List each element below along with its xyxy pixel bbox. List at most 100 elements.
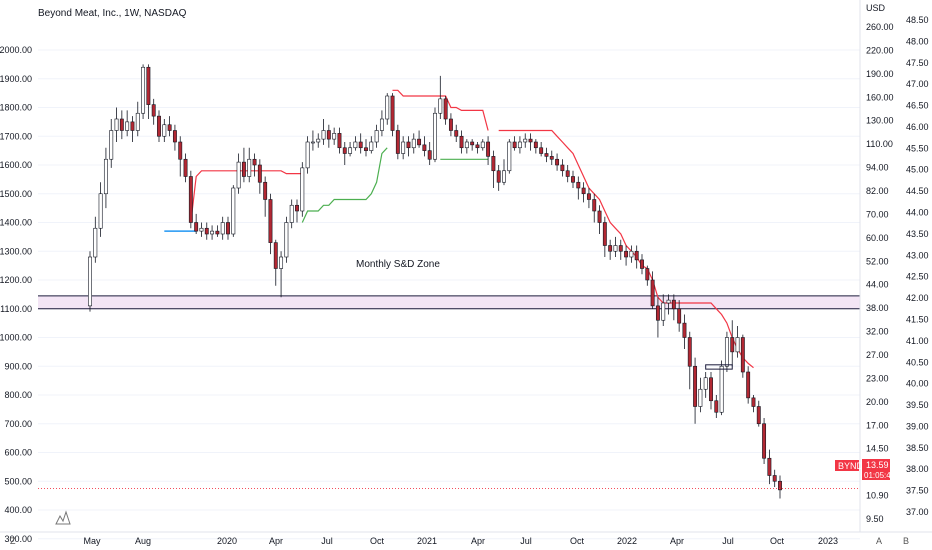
candle-body	[618, 245, 623, 252]
right-secondary-tick-label: 41.50	[906, 314, 929, 324]
candle-body	[119, 118, 124, 131]
candle-body	[379, 118, 384, 131]
candle-body	[422, 144, 427, 151]
candle-body	[310, 141, 315, 144]
candle-body	[135, 112, 140, 131]
left-tick-label: 900.00	[4, 361, 32, 371]
candle-body	[183, 158, 188, 177]
ticker-tag-bg	[835, 460, 859, 471]
candle-body	[220, 222, 225, 235]
candle-body	[767, 457, 772, 476]
time-tick-label: Jul	[520, 536, 532, 546]
candle-body	[417, 138, 422, 146]
zone-label: Monthly S&D Zone	[356, 259, 440, 270]
candle-body	[746, 371, 751, 399]
candle-body	[454, 130, 459, 137]
right-log-tick-label: 10.90	[866, 491, 889, 501]
candle-body	[714, 400, 719, 413]
candle-body	[188, 176, 193, 223]
candle-body	[385, 95, 390, 120]
candle-body	[305, 141, 310, 169]
candle-body	[204, 227, 209, 235]
candle-body	[273, 242, 278, 269]
time-axis[interactable]: May Aug 2020 Apr Jul Oct 2021 Apr Jul Oct 2022 Apr J…	[83, 536, 838, 546]
candle-body	[358, 141, 363, 149]
candle-body	[602, 222, 607, 246]
candle-body	[464, 141, 469, 149]
right-secondary-tick-label: 37.00	[906, 507, 929, 517]
candle-body	[544, 153, 549, 157]
candle-body	[438, 98, 443, 114]
candle-body	[411, 138, 416, 149]
auto-scale-button[interactable]: A	[876, 536, 882, 546]
candle-body	[650, 279, 655, 307]
goto-date-button[interactable]: Z	[10, 536, 16, 546]
candle-body	[401, 141, 406, 154]
ticker-tag: BYND	[838, 461, 864, 471]
candle-body	[141, 66, 146, 114]
candle-body	[231, 187, 236, 235]
right-secondary-tick-label: 44.00	[906, 208, 929, 218]
candle-body	[528, 138, 533, 143]
right-log-tick-label: 130.00	[866, 116, 894, 126]
candle-body	[215, 230, 220, 235]
right-log-tick-label: 220.00	[866, 45, 894, 55]
right-secondary-tick-label: 45.00	[906, 165, 929, 175]
right-secondary-tick-label: 45.50	[906, 143, 929, 153]
time-tick-label: 2020	[217, 536, 237, 546]
right-secondary-tick-label: 41.00	[906, 336, 929, 346]
right-log-tick-label: 82.00	[866, 186, 889, 196]
candle-body	[332, 133, 337, 140]
right-secondary-tick-label: 48.50	[906, 15, 929, 25]
left-tick-label: 1600.00	[0, 160, 32, 170]
right-log-tick-label: 94.00	[866, 163, 889, 173]
zone-fill	[38, 295, 860, 309]
candle-body	[125, 121, 130, 131]
candle-body	[395, 130, 400, 154]
box-annotation	[705, 364, 733, 370]
candle-body	[374, 130, 379, 143]
candle-body	[661, 302, 666, 321]
candle-body	[199, 227, 204, 232]
candle-body	[565, 170, 570, 177]
candle-body	[496, 170, 501, 183]
candle-body	[279, 256, 284, 269]
candle-body	[555, 158, 560, 166]
time-tick-label: May	[83, 536, 101, 546]
left-tick-label: 1100.00	[0, 304, 32, 314]
trailing-stop-down-1	[190, 170, 303, 223]
candles	[88, 64, 782, 499]
time-tick-label: Oct	[770, 536, 785, 546]
right-log-tick-label: 60.00	[866, 233, 889, 243]
right-secondary-tick-label: 40.00	[906, 379, 929, 389]
candle-body	[756, 406, 761, 425]
left-tick-label: 1700.00	[0, 131, 32, 141]
candle-body	[640, 259, 644, 269]
price-tag-value: 13.59	[866, 460, 889, 470]
candle-body	[751, 397, 756, 407]
candle-body	[162, 124, 167, 137]
candle-body	[236, 161, 241, 189]
candle-body	[502, 170, 506, 183]
right-secondary-tick-label: 48.00	[906, 36, 929, 46]
right-secondary-tick-label: 37.50	[906, 486, 929, 496]
candle-body	[735, 337, 740, 353]
candle-body	[677, 308, 682, 324]
time-tick-label: Apr	[471, 536, 485, 546]
right-log-tick-label: 44.00	[866, 280, 889, 290]
candle-body	[257, 164, 262, 183]
log-scale-button[interactable]: B	[903, 536, 909, 546]
right-log-tick-label: 260.00	[866, 22, 894, 32]
right-log-tick-label: 32.00	[866, 327, 889, 337]
candle-body	[698, 388, 703, 407]
candle-body	[210, 230, 215, 235]
candle-body	[486, 141, 491, 157]
candle-body	[326, 130, 331, 140]
candle-body	[693, 365, 698, 407]
right-secondary-tick-label: 42.00	[906, 293, 929, 303]
right-log-tick-label: 20.00	[866, 397, 889, 407]
candle-body	[167, 124, 172, 131]
candle-body	[316, 138, 321, 143]
